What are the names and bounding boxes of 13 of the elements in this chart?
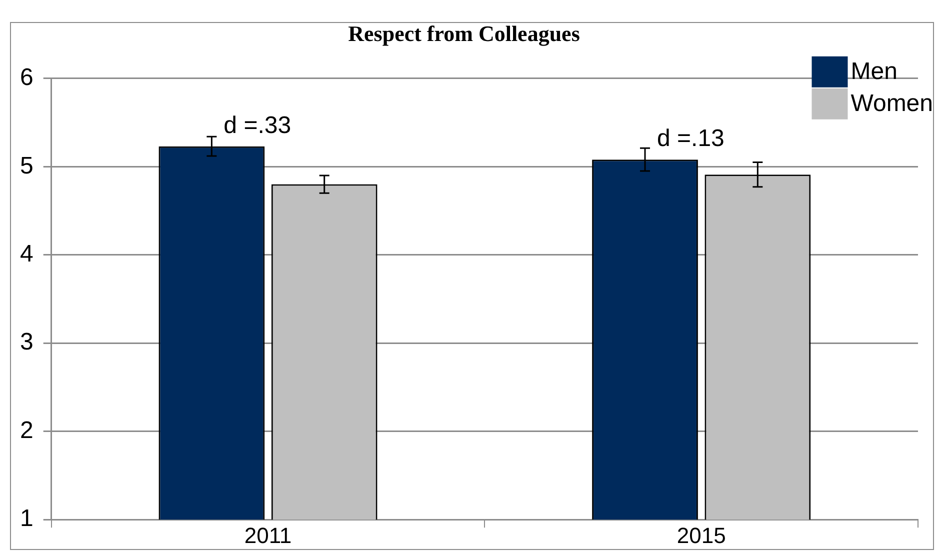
x-tick-label: 2015 xyxy=(676,522,726,548)
chart-title: Respect from Colleagues xyxy=(348,20,580,46)
y-tick-label: 2 xyxy=(20,416,34,444)
x-tick-label: 2011 xyxy=(244,522,292,548)
legend-label: Men xyxy=(850,58,898,86)
y-tick-label: 1 xyxy=(20,505,34,532)
legend-label: Women xyxy=(850,90,934,118)
y-tick-label: 4 xyxy=(20,240,34,268)
y-tick-label: 3 xyxy=(20,328,34,356)
y-tick-label: 6 xyxy=(20,64,34,92)
y-tick-label: 5 xyxy=(20,152,34,180)
annotation: d =.13 xyxy=(657,125,724,152)
annotation: d =.33 xyxy=(224,112,292,139)
